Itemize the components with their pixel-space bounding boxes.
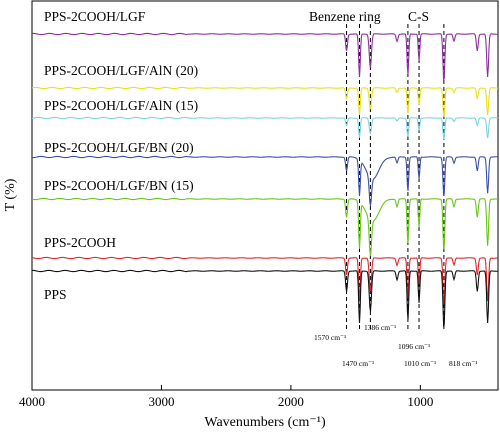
series-line-4: [31, 197, 499, 257]
series-label-pps-2cooh: PPS-2COOH: [44, 235, 116, 250]
series-label-aln-15: PPS-2COOH/LGF/AlN (15): [44, 98, 198, 113]
peak-label-1470: 1470 cm⁻¹: [342, 359, 374, 368]
x-tick-label-3000: 3000: [148, 394, 174, 409]
series-label-pps: PPS: [44, 287, 67, 302]
series-line-6: [31, 269, 499, 327]
series-line-3: [31, 155, 499, 206]
x-axis-title: Wavenumbers (cm⁻¹): [204, 415, 326, 430]
y-axis-title: T (%): [3, 178, 18, 211]
series-label-bn-20: PPS-2COOH/LGF/BN (20): [44, 140, 194, 155]
annotation-benzene-ring: Benzene ring: [309, 9, 381, 24]
series-line-5: [31, 256, 499, 305]
annotation-c-s: C-S: [408, 9, 429, 24]
peak-label-818: 818 cm⁻¹: [449, 359, 478, 368]
peak-label-1386: 1386 cm⁻¹: [364, 323, 396, 332]
peak-label-1570: 1570 cm⁻¹: [314, 333, 346, 342]
x-tick-label-2000: 2000: [278, 394, 304, 409]
plot-frame: [31, 0, 499, 391]
peak-label-1096: 1096 cm⁻¹: [398, 342, 430, 351]
series-label-lgf: PPS-2COOH/LGF: [44, 9, 146, 24]
peak-label-1010: 1010 cm⁻¹: [404, 359, 436, 368]
series-label-aln-20: PPS-2COOH/LGF/AlN (20): [44, 63, 198, 78]
x-tick-label-4000: 4000: [19, 394, 45, 409]
series-line-1: [31, 86, 499, 117]
series-label-bn-15: PPS-2COOH/LGF/BN (15): [44, 178, 194, 193]
series-lines: [31, 32, 499, 327]
x-tick-label-1000: 1000: [407, 394, 433, 409]
series-line-2: [31, 116, 499, 141]
series-line-0: [31, 32, 499, 81]
x-axis-ticks: 4000 3000 2000 1000: [19, 385, 433, 409]
